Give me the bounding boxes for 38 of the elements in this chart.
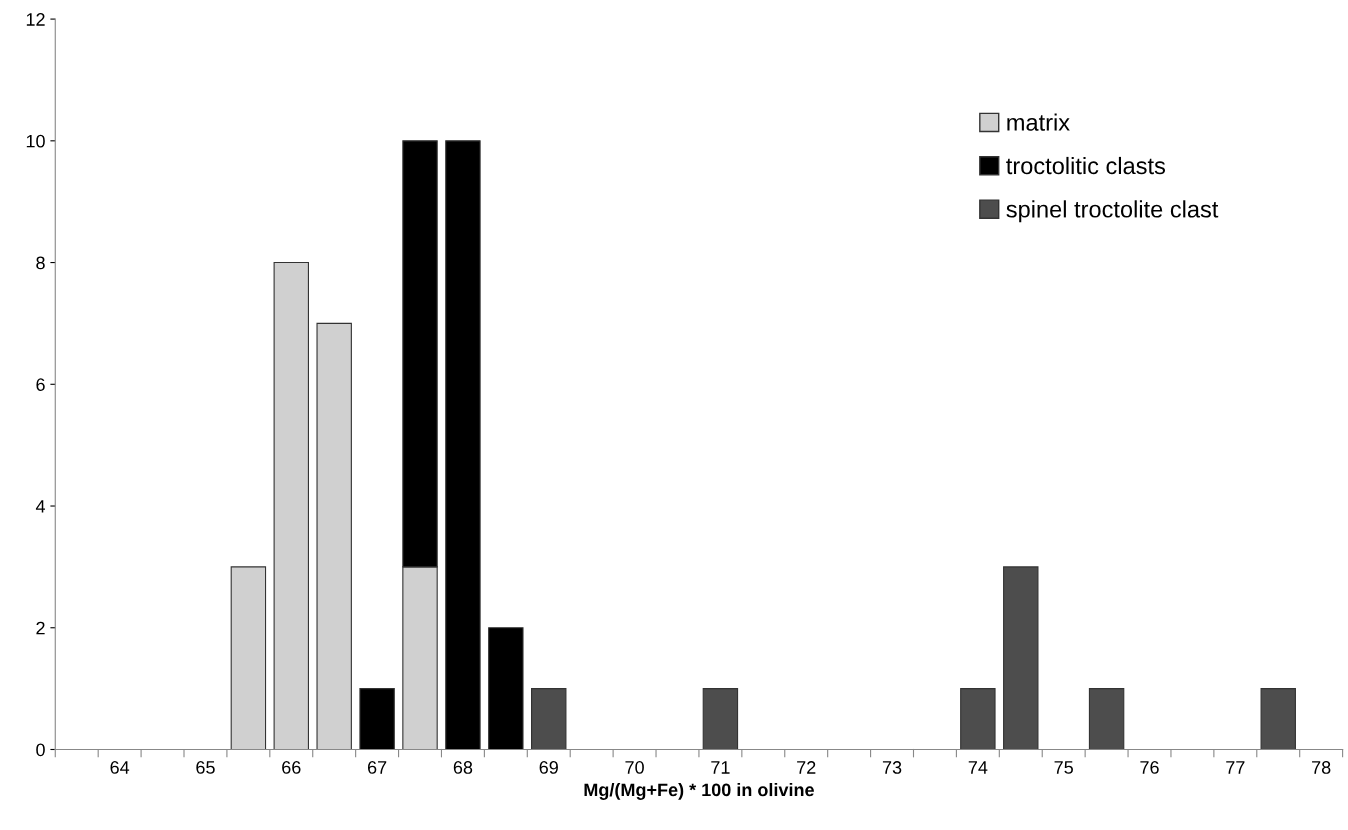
bar — [273, 262, 309, 750]
x-tick-label: 66 — [282, 761, 301, 774]
x-tick-label: 73 — [882, 761, 902, 774]
x-tick-label: 78 — [1312, 761, 1331, 774]
bar — [488, 627, 524, 750]
legend-label: spinel troctolite clast — [1006, 200, 1219, 223]
x-tick-label: 72 — [797, 761, 816, 774]
bar — [316, 322, 352, 750]
x-tick-label: 64 — [110, 761, 130, 774]
x-axis-title: Mg/(Mg+Fe) * 100 in olivine — [584, 782, 814, 800]
x-tick-label: 68 — [453, 761, 473, 774]
y-tick-label: 4 — [35, 500, 46, 513]
y-tick-label: 6 — [36, 378, 45, 392]
x-tick-label: 69 — [539, 761, 558, 774]
legend-label: matrix — [1007, 113, 1070, 131]
bar — [702, 688, 739, 750]
bar — [1003, 566, 1039, 750]
bar — [230, 566, 267, 750]
bar — [1088, 688, 1125, 750]
bar — [960, 688, 996, 750]
y-tick-label: 12 — [26, 13, 45, 26]
x-tick-label: 74 — [968, 761, 988, 774]
x-tick-label: 70 — [625, 761, 644, 774]
x-tick-label: 76 — [1140, 761, 1159, 774]
bar — [445, 140, 481, 750]
y-tick-label: 0 — [36, 743, 45, 757]
legend-label: troctolitic clasts — [1006, 156, 1165, 175]
y-tick-label: 10 — [26, 134, 45, 148]
bar — [1260, 688, 1296, 750]
x-tick-label: 65 — [196, 761, 215, 774]
bar — [359, 688, 395, 750]
y-tick-label: 2 — [36, 621, 45, 635]
x-tick-label: 67 — [367, 761, 387, 774]
y-tick-label: 8 — [36, 256, 45, 270]
x-tick-label: 71 — [711, 761, 730, 774]
x-tick-label: 77 — [1226, 761, 1245, 774]
x-tick-label: 75 — [1054, 761, 1073, 774]
bar — [531, 688, 567, 750]
